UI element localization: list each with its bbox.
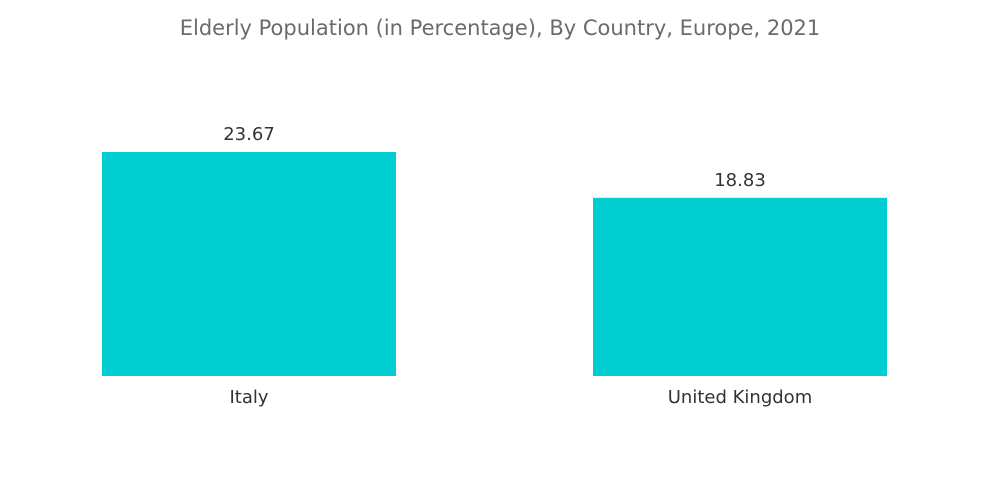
x-tick-label: United Kingdom: [668, 387, 812, 408]
data-label: 18.83: [714, 170, 766, 191]
data-label: 23.67: [223, 124, 275, 145]
chart-title: Elderly Population (in Percentage), By C…: [179, 16, 821, 40]
bar-united-kingdom: [593, 197, 887, 376]
x-tick-label: Italy: [229, 387, 268, 408]
bar-italy: [102, 152, 396, 376]
